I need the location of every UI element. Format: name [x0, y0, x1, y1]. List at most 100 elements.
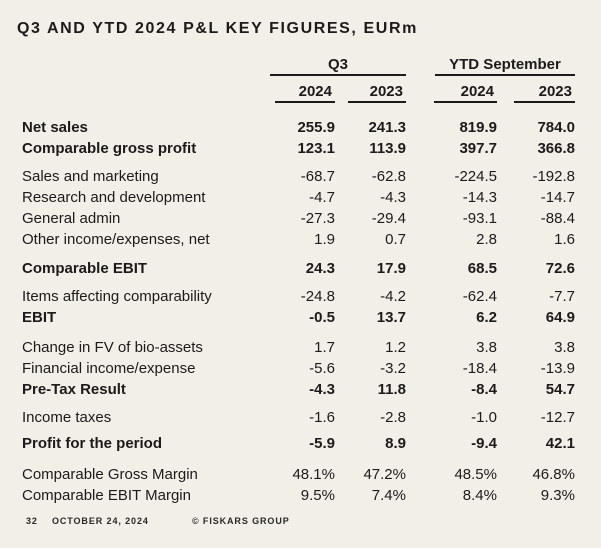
cell-value: 68.5 [467, 260, 497, 277]
row-label: Comparable gross profit [22, 140, 197, 157]
table-row: Change in FV of bio-assets 1.7 1.2 3.8 3.8 [22, 337, 575, 358]
cell-value: -27.3 [300, 210, 335, 227]
cell-value: -5.9 [309, 435, 335, 452]
spacer-row [22, 159, 575, 166]
year-header-ytd-2024: 2024 [406, 76, 497, 103]
cell-value: 3.8 [476, 339, 497, 356]
cell-value: -62.4 [462, 288, 497, 305]
table-row: Financial income/expense -5.6 -3.2 -18.4 -13… [22, 358, 575, 379]
empty-header-cell [22, 76, 270, 103]
year-header-label: 2024 [434, 82, 497, 103]
row-label: Comparable EBIT [22, 260, 148, 277]
cell-value: -14.3 [462, 189, 497, 206]
table-row: Comparable Gross Margin 48.1% 47.2% 48.5% 46… [22, 464, 575, 485]
row-label: Pre-Tax Result [22, 381, 126, 398]
cell-value: -14.7 [540, 189, 575, 206]
cell-value: -9.4 [471, 435, 497, 452]
cell-value: 784.0 [537, 119, 575, 136]
table-row: Comparable EBIT Margin 9.5% 7.4% 8.4% 9.3% [22, 485, 575, 506]
table-row: Profit for the period -5.9 8.9 -9.4 42.1 [22, 433, 575, 454]
cell-value: -93.1 [462, 210, 497, 227]
row-label: EBIT [22, 309, 57, 326]
spacer-cell [22, 328, 575, 337]
cell-value: 819.9 [459, 119, 497, 136]
column-group-ytd: YTD September [406, 55, 575, 76]
cell-value: -24.8 [300, 288, 335, 305]
row-label: General admin [22, 210, 121, 227]
cell-value: -192.8 [532, 168, 575, 185]
row-label: Items affecting comparability [22, 288, 212, 305]
spacer-cell [22, 454, 575, 464]
cell-value: -7.7 [549, 288, 575, 305]
header-spacer [22, 103, 575, 117]
year-header-ytd-2023: 2023 [497, 76, 575, 103]
cell-value: -224.5 [454, 168, 497, 185]
spacer-cell [22, 279, 575, 286]
cell-value: 47.2% [363, 466, 406, 483]
cell-value: 0.7 [385, 231, 406, 248]
cell-value: -2.8 [380, 409, 406, 426]
column-group-ytd-label: YTD September [435, 55, 575, 76]
cell-value: 48.1% [292, 466, 335, 483]
row-label: Net sales [22, 119, 88, 136]
empty-header-cell [22, 55, 270, 76]
cell-value: -5.6 [309, 360, 335, 377]
cell-value: 17.9 [376, 260, 406, 277]
year-header-q3-2023: 2023 [335, 76, 406, 103]
cell-value: -4.2 [380, 288, 406, 305]
row-label: Research and development [22, 189, 206, 206]
cell-value: -8.4 [471, 381, 497, 398]
table-header: Q3 YTD September 2024 2023 2024 2023 [22, 55, 575, 117]
row-label: Comparable Gross Margin [22, 466, 198, 483]
table-row: Income taxes -1.6 -2.8 -1.0 -12.7 [22, 407, 575, 428]
cell-value: 24.3 [305, 260, 335, 277]
cell-value: 1.2 [385, 339, 406, 356]
table-row: Items affecting comparability -24.8 -4.2 -6… [22, 286, 575, 307]
cell-value: 11.8 [377, 381, 406, 398]
table-row: EBIT -0.5 13.7 6.2 64.9 [22, 307, 575, 328]
row-label: Financial income/expense [22, 360, 196, 377]
row-label: Change in FV of bio-assets [22, 339, 203, 356]
spacer-row [22, 328, 575, 337]
cell-value: 123.1 [297, 140, 335, 157]
cell-value: -1.6 [309, 409, 335, 426]
table-row: Research and development -4.7 -4.3 -14.3 -14… [22, 187, 575, 208]
cell-value: 72.6 [545, 260, 575, 277]
cell-value: 6.2 [476, 309, 497, 326]
row-label: Sales and marketing [22, 168, 159, 185]
spacer-cell [22, 400, 575, 407]
year-header-q3-2024: 2024 [270, 76, 335, 103]
row-label: Income taxes [22, 409, 112, 426]
cell-value: 1.7 [314, 339, 335, 356]
spacer-row [22, 250, 575, 258]
spacer-row [22, 279, 575, 286]
cell-value: -13.9 [540, 360, 575, 377]
year-header-row: 2024 2023 2024 2023 [22, 76, 575, 103]
cell-value: 8.9 [385, 435, 406, 452]
spacer-row [22, 454, 575, 464]
cell-value: 64.9 [545, 309, 575, 326]
cell-value: -4.3 [380, 189, 406, 206]
page-title: Q3 AND YTD 2024 P&L KEY FIGURES, EURm [17, 20, 418, 37]
cell-value: 13.7 [376, 309, 406, 326]
table-row: General admin -27.3 -29.4 -93.1 -88.4 [22, 208, 575, 229]
cell-value: 241.3 [368, 119, 406, 136]
cell-value: -0.5 [309, 309, 335, 326]
cell-value: 9.3% [540, 487, 575, 504]
table-row: Comparable gross profit 123.1 113.9 397.7 36… [22, 138, 575, 159]
cell-value: 366.8 [537, 140, 575, 157]
row-label: Profit for the period [22, 435, 162, 452]
cell-value: -68.7 [300, 168, 335, 185]
cell-value: -88.4 [540, 210, 575, 227]
pl-table-body: Net sales 255.9 241.3 819.9 784.0 Comparable … [22, 117, 575, 506]
footer-copyright: © FISKARS GROUP [192, 516, 290, 526]
cell-value: 48.5% [454, 466, 497, 483]
table-row: Net sales 255.9 241.3 819.9 784.0 [22, 117, 575, 138]
year-header-label: 2023 [348, 82, 406, 103]
cell-value: 255.9 [297, 119, 335, 136]
cell-value: 46.8% [532, 466, 575, 483]
spacer-cell [22, 159, 575, 166]
cell-value: 2.8 [476, 231, 497, 248]
cell-value: -1.0 [471, 409, 497, 426]
footer-date: OCTOBER 24, 2024 [52, 516, 149, 526]
